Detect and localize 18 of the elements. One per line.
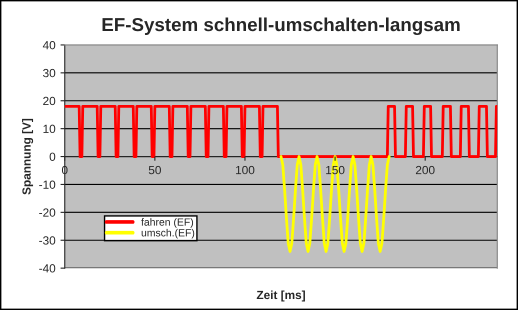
y-tick-label: -10 bbox=[39, 180, 56, 189]
y-tick-label: -20 bbox=[39, 208, 56, 217]
line-series bbox=[280, 155, 391, 253]
y-tick-label: -40 bbox=[39, 264, 56, 273]
y-tick-label: 40 bbox=[42, 40, 56, 50]
y-tick-label: 0 bbox=[50, 152, 56, 161]
legend-label: fahren (EF) bbox=[141, 218, 194, 228]
y-tick-label: 20 bbox=[43, 96, 56, 106]
y-axis-title: Spannung [V] bbox=[22, 118, 34, 195]
legend-label: umsch.(EF) bbox=[142, 228, 194, 239]
x-axis-title: Zeit [ms] bbox=[256, 290, 305, 302]
y-tick-label: 10 bbox=[43, 124, 56, 134]
y-tick-label: 30 bbox=[43, 68, 56, 78]
chart-title: EF-System schnell-umschalten-langsam bbox=[102, 17, 460, 36]
x-tick-label: 200 bbox=[416, 166, 435, 174]
y-tick-label: -30 bbox=[39, 236, 56, 245]
x-tick-label: 50 bbox=[148, 166, 161, 174]
x-tick-label: 100 bbox=[236, 166, 254, 174]
